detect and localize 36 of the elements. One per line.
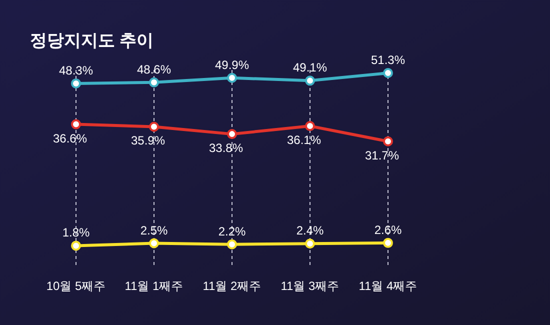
point — [305, 76, 315, 86]
x-tick-label: 11월 1째주 — [124, 279, 184, 293]
data-label: 35.9% — [130, 134, 166, 148]
point — [305, 238, 315, 249]
point — [149, 77, 159, 88]
data-label: 1.8% — [62, 226, 90, 240]
x-tick-label: 10월 5째주 — [46, 279, 106, 293]
point — [71, 240, 81, 251]
point — [149, 122, 159, 132]
point — [383, 136, 393, 146]
data-label: 49.9% — [214, 58, 250, 72]
data-label: 36.6% — [52, 131, 88, 146]
data-label: 51.3% — [370, 53, 406, 67]
point — [383, 238, 393, 248]
data-label: 2.6% — [374, 222, 402, 237]
x-tick-label: 11월 3째주 — [280, 279, 340, 293]
point — [71, 78, 81, 88]
data-label: 36.1% — [286, 133, 322, 148]
data-label: 2.2% — [218, 224, 246, 238]
point — [227, 129, 237, 140]
point — [305, 121, 315, 132]
point — [71, 119, 81, 130]
x-tick-label: 11월 2째주 — [202, 279, 262, 293]
data-label: 2.5% — [140, 223, 168, 238]
data-label: 31.7% — [364, 148, 400, 162]
chart-title: 정당지지도 추이 — [30, 31, 154, 50]
data-label: 48.3% — [58, 63, 94, 78]
data-label: 2.4% — [296, 224, 324, 238]
point — [149, 238, 159, 248]
x-tick-label: 11월 4째주 — [358, 279, 418, 293]
data-label: 48.6% — [136, 62, 172, 76]
point — [227, 72, 237, 83]
point — [227, 239, 237, 250]
data-label: 49.1% — [292, 60, 328, 75]
data-label: 33.8% — [208, 141, 244, 156]
point — [383, 68, 393, 78]
